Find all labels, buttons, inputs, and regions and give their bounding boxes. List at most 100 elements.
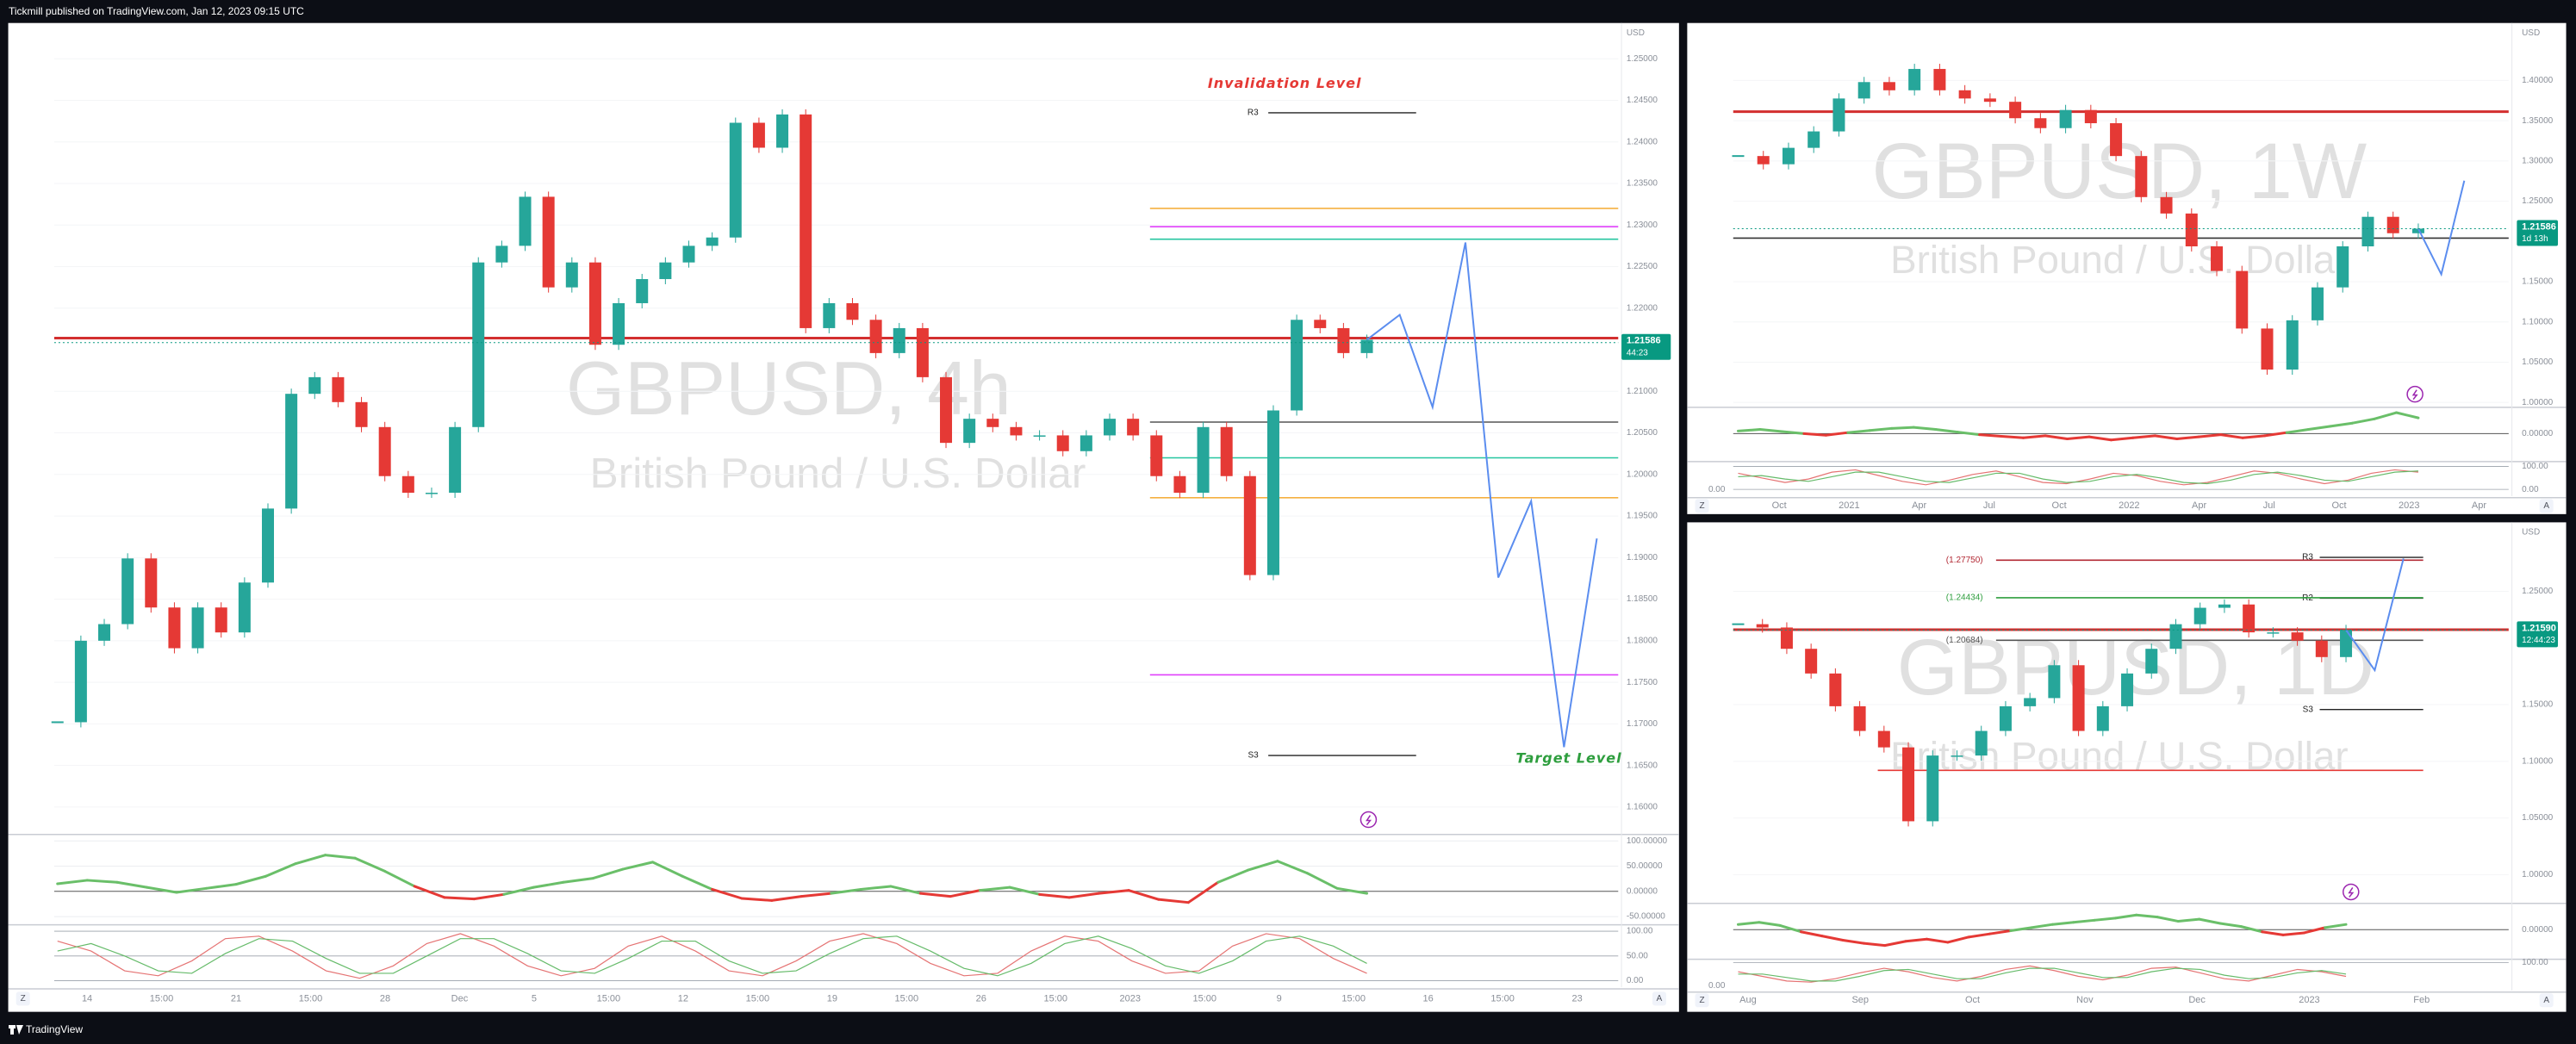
osc-segment [2109, 436, 2135, 442]
pivot-label: R3 [1248, 109, 1259, 118]
candle [2386, 216, 2399, 233]
x-tick-label: 23 [1571, 993, 1582, 1004]
candle [145, 558, 158, 608]
scale-button-label: A [1657, 994, 1663, 1004]
candle [2024, 698, 2037, 706]
fib-label: (1.27750) [1946, 556, 1983, 565]
x-tick-label: Feb [2413, 995, 2430, 1005]
y-tick-label: 1.05000 [2522, 813, 2554, 823]
osc-segment [56, 879, 89, 886]
osc-segment [294, 854, 327, 866]
osc-segment [443, 896, 476, 901]
candle [332, 376, 345, 402]
current-price-label: 1.21590 [2522, 623, 2556, 633]
candle [2072, 665, 2085, 731]
current-price-countdown: 1d 13h [2522, 234, 2548, 244]
candle [2110, 123, 2123, 157]
logo-v [16, 1025, 23, 1035]
watermark-name: British Pound / U.S. Dollar [1890, 238, 2348, 282]
candle [1104, 419, 1117, 436]
osc-segment [1216, 868, 1249, 884]
osc-segment [1067, 892, 1101, 899]
osc-segment [2156, 916, 2180, 923]
osc-segment [562, 877, 594, 884]
osc-tick-label: 0.00000 [2522, 925, 2554, 935]
osc-segment [1820, 935, 1845, 942]
stoch-tick-label: 100.00 [1627, 927, 1653, 936]
osc-segment [175, 886, 208, 894]
x-tick-label: Oct [1772, 500, 1787, 511]
stoch-tick-label: 0.00 [1627, 976, 1644, 985]
osc-tick-label: 100.00000 [1627, 836, 1668, 846]
y-tick-label: 1.40000 [2522, 76, 2554, 85]
candle [2160, 196, 2173, 214]
candle [401, 475, 414, 494]
y-tick-label: 1.21000 [1627, 387, 1658, 396]
x-tick-label: 15:00 [299, 993, 323, 1004]
osc-segment [2044, 434, 2069, 441]
candle [1933, 69, 1946, 90]
candle [51, 721, 64, 724]
y-tick-label: 1.23500 [1627, 179, 1658, 189]
annotation: Invalidation Level [1208, 75, 1362, 91]
candle [2243, 604, 2256, 633]
osc-segment [2000, 434, 2025, 439]
osc-segment [1758, 428, 1783, 433]
x-tick-label: 26 [976, 993, 986, 1004]
y-tick-label: 1.20000 [1627, 469, 1658, 479]
osc-segment [2093, 917, 2117, 922]
y-tick-label: 1.35000 [2522, 116, 2554, 126]
footer-brand: TradingView [26, 1023, 83, 1035]
osc-segment [830, 887, 862, 895]
scale-button[interactable] [1652, 991, 1666, 1006]
osc-tick-label: 0.00000 [2522, 429, 2554, 438]
x-tick-label: Oct [1965, 995, 1980, 1005]
candle [2145, 649, 2158, 674]
candle [1908, 69, 1921, 90]
osc-segment [1904, 937, 1928, 943]
osc-segment [1736, 428, 1762, 432]
candle [2096, 705, 2109, 731]
candle [2286, 320, 2299, 370]
osc-segment [145, 886, 178, 894]
scale-button[interactable] [2539, 499, 2554, 513]
x-tick-label: 12 [678, 993, 688, 1004]
candle [495, 245, 508, 263]
osc-segment [1988, 929, 2013, 935]
y-tick-label: 1.19000 [1627, 553, 1658, 562]
projection-path [2417, 180, 2466, 277]
osc-segment [472, 892, 506, 901]
osc-segment [1946, 935, 1970, 944]
candle [776, 114, 789, 148]
osc-segment [800, 892, 833, 898]
x-tick-label: Aug [1739, 995, 1757, 1005]
osc-segment [1934, 428, 1959, 434]
candle [168, 607, 181, 649]
scale-button[interactable] [1695, 499, 1709, 513]
osc-segment [2307, 425, 2332, 432]
scale-button[interactable] [16, 991, 30, 1006]
scale-button[interactable] [1695, 993, 1709, 1008]
y-tick-label: 1.15000 [2522, 277, 2554, 287]
osc-segment [1098, 889, 1130, 895]
candle [1732, 155, 1745, 158]
candle [1056, 435, 1069, 451]
scale-button[interactable] [2539, 993, 2554, 1008]
x-tick-label: 2023 [2299, 995, 2319, 1005]
candle [2236, 270, 2249, 329]
candle [1999, 705, 2012, 731]
osc-segment [1778, 923, 1802, 934]
osc-segment [324, 854, 357, 860]
osc-segment [2030, 923, 2054, 929]
osc-segment [651, 861, 684, 878]
osc-segment [2302, 926, 2327, 935]
osc-segment [2261, 930, 2285, 936]
x-tick-label: 15:00 [895, 993, 919, 1004]
candle [1756, 624, 1769, 628]
y-tick-label: 1.22000 [1627, 303, 1658, 313]
osc-tick-label: 50.00000 [1627, 861, 1663, 871]
osc-segment [681, 874, 714, 891]
candle [215, 607, 227, 633]
current-price-countdown: 12:44:23 [2522, 636, 2555, 645]
